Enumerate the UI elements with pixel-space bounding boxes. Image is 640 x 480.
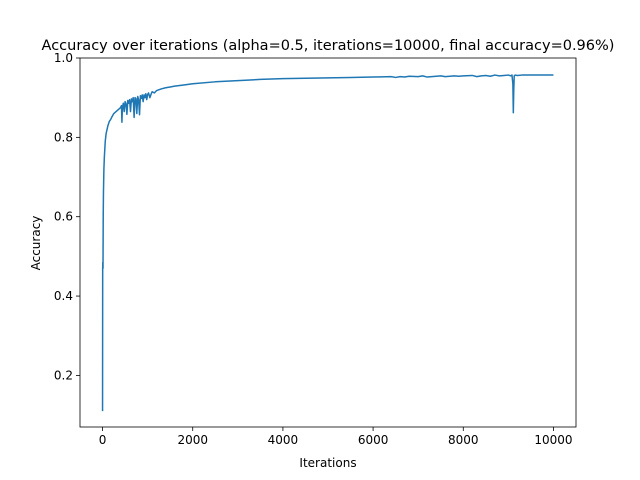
accuracy-series-line [101,74,554,412]
x-axis-label: Iterations [299,456,356,470]
chart-title: Accuracy over iterations (alpha=0.5, ite… [42,38,615,54]
x-tick-label: 4000 [268,433,299,447]
x-tick-label: 10000 [534,433,572,447]
x-tick-label: 2000 [177,433,208,447]
x-tick-label: 8000 [448,433,479,447]
y-tick-label: 0.6 [54,210,73,224]
x-tick-label: 6000 [358,433,389,447]
x-tick-label: 0 [99,433,107,447]
plot-area [79,57,577,428]
y-tick-label: 1.0 [54,51,73,65]
x-axis: 0 2000 4000 6000 8000 10000 [99,427,573,447]
y-tick-label: 0.2 [54,368,73,382]
axes-frame [79,57,577,428]
y-tick-label: 0.4 [54,289,73,303]
y-axis-label: Accuracy [29,216,43,271]
y-axis: 0.2 0.4 0.6 0.8 1.0 [54,51,80,382]
y-tick-label: 0.8 [54,130,73,144]
